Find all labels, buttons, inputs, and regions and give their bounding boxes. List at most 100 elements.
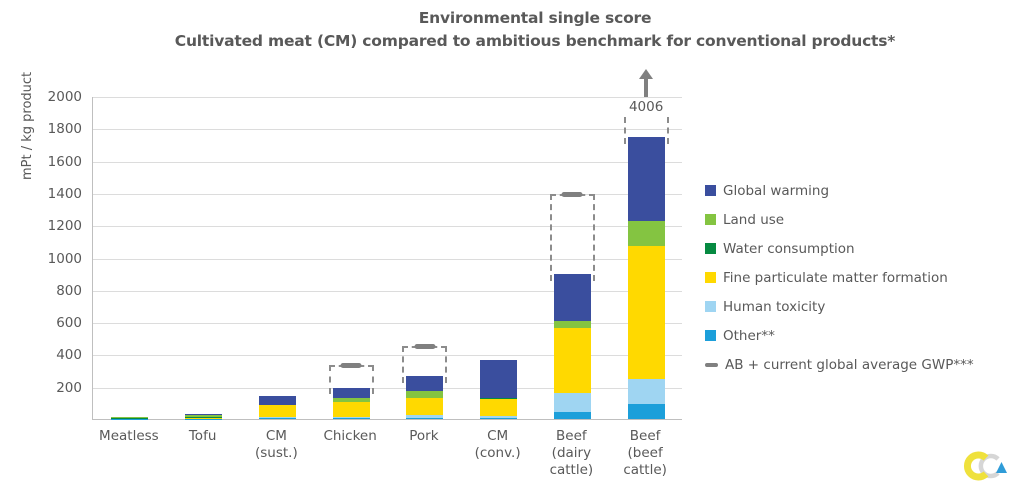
legend-label: Land use [723,211,785,228]
bar-segment-land_use [332,397,370,402]
offscale-arrow-head [639,69,654,79]
bar-segment-fine_particulate_matter_formation [627,246,665,380]
x-tick-label-meatless: Meatless [99,428,159,444]
y-tick-label-400: 400 [56,347,82,364]
gridline-1600 [93,161,682,163]
legend-color-swatch [705,301,716,312]
benchmark-box-beef-dairy-cattle [549,191,595,281]
legend-label: Other** [723,327,775,344]
gridline-1200 [93,226,682,228]
x-tick-label-pork: Pork [409,428,439,444]
bar-segment-fine_particulate_matter_formation [258,405,296,417]
y-tick-label-1200: 1200 [47,218,82,235]
logo-arc-gray [978,453,1000,479]
legend-item-water-consumption: Water consumption [705,234,1020,263]
ce-delft-logo-svg [964,451,1007,481]
y-tick-label-1000: 1000 [47,250,82,267]
bar-meatless [111,416,149,419]
benchmark-box-chicken [328,363,374,395]
benchmark-cap [340,363,362,369]
gridline-400 [93,355,682,357]
bar-segment-global_warming [185,414,223,415]
bar-segment-other [406,417,444,419]
gridline-1800 [93,129,682,131]
legend-color-swatch [705,330,716,341]
bar-beef-beef-cattle [627,137,665,419]
bar-segment-human_toxicity [627,379,665,405]
bar-cm-conv [480,359,518,419]
benchmark-cap [561,191,583,197]
x-tick-label-cm-sust: CM (sust.) [255,428,298,461]
chart-title: Environmental single score Cultivated me… [0,7,1024,53]
bar-tofu [185,414,223,419]
legend-item-other: Other** [705,321,1020,350]
bar-segment-fine_particulate_matter_formation [553,328,591,394]
bar-segment-human_toxicity [258,416,296,419]
bar-segment-human_toxicity [406,414,444,418]
legend-color-swatch [705,272,716,283]
legend-color-swatch [705,243,716,254]
bar-chicken [332,387,370,419]
bar-segment-land_use [111,417,149,418]
bar-segment-water_consumption [480,397,518,400]
bar-segment-fine_particulate_matter_formation [332,401,370,417]
ce-delft-logo [960,446,1012,490]
legend-label: Human toxicity [723,298,826,315]
legend-label: Global warming [723,182,830,199]
legend-label: AB + current global average GWP*** [725,356,974,373]
benchmark-box-pork [402,343,448,384]
bar-segment-land_use [406,391,444,398]
y-tick-label-1800: 1800 [47,121,82,138]
bar-segment-other [332,418,370,419]
bar-segment-global_warming [332,387,370,398]
benchmark-offscale-dash-left [623,117,626,145]
bar-segment-land_use [185,414,223,418]
x-tick-label-chicken: Chicken [323,428,377,444]
y-tick-label-1600: 1600 [47,153,82,170]
bar-segment-human_toxicity [332,416,370,419]
bar-segment-land_use [627,221,665,247]
logo-triangle [996,462,1007,473]
x-tick-label-beef-beef-cattle: Beef (beef cattle) [623,428,667,478]
legend-item-land-use: Land use [705,205,1020,234]
bar-segment-fine_particulate_matter_formation [406,397,444,415]
bar-segment-human_toxicity [553,393,591,413]
y-tick-label-600: 600 [56,315,82,332]
legend-color-swatch [705,185,716,196]
bar-beef-dairy-cattle [553,273,591,419]
legend: Global warming Land use Water consumption F… [705,176,1020,379]
gridline-800 [93,290,682,292]
chart-title-line1: Environmental single score [418,9,652,27]
logo-arc-yellow [964,451,989,481]
legend-color-swatch [705,214,716,225]
gridline-600 [93,323,682,325]
y-tick-label-800: 800 [56,282,82,299]
gridline-1400 [93,193,682,195]
benchmark-offscale-dash-right [666,117,669,145]
offscale-arrow-stem [644,78,649,97]
x-tick-label-tofu: Tofu [188,428,217,444]
bar-segment-water_consumption [185,417,223,419]
y-tick-label-2000: 2000 [47,89,82,105]
legend-item-fine-particulate-matter-formation: Fine particulate matter formation [705,263,1020,292]
bar-segment-global_warming [627,137,665,222]
bar-segment-other [480,418,518,419]
legend-label: Water consumption [723,240,855,257]
bar-segment-human_toxicity [480,416,518,419]
benchmark-cap [414,343,436,349]
bar-pork [406,376,444,419]
bar-segment-global_warming [553,273,591,321]
gridline-1000 [93,258,682,260]
bar-segment-land_use [553,321,591,329]
bar-segment-global_warming [406,376,444,392]
legend-dash-swatch [705,362,718,367]
legend-item-global-warming: Global warming [705,176,1020,205]
legend-item-human-toxicity: Human toxicity [705,292,1020,321]
bar-segment-global_warming [258,396,296,406]
bar-segment-global_warming [480,359,518,398]
gridline-2000 [93,97,682,98]
bar-segment-fine_particulate_matter_formation [480,399,518,417]
bar-cm-sust [258,396,296,419]
legend-item-ab-current-global-average-gwp: AB + current global average GWP*** [705,350,1020,379]
